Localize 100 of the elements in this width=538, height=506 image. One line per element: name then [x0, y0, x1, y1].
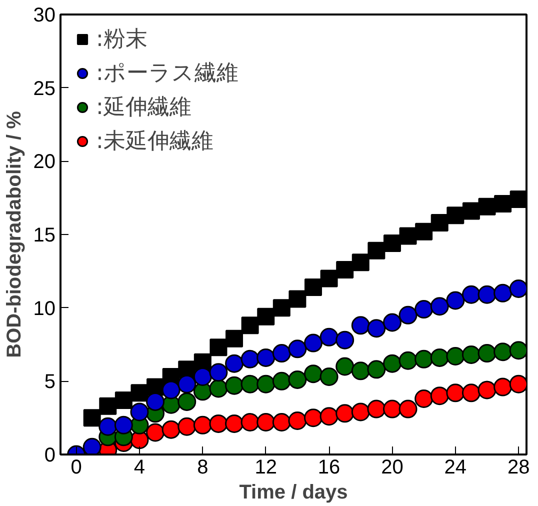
point	[83, 409, 101, 427]
point	[478, 285, 496, 304]
y-tick-label: 25	[33, 78, 56, 100]
point	[351, 402, 370, 422]
point	[146, 392, 165, 411]
point	[114, 416, 133, 434]
point	[414, 350, 434, 368]
point	[210, 338, 228, 356]
point	[193, 416, 212, 434]
point	[98, 417, 118, 436]
point	[256, 348, 276, 367]
point	[430, 297, 449, 316]
point	[272, 413, 291, 432]
point	[336, 260, 354, 278]
point	[398, 351, 418, 370]
point	[288, 412, 307, 430]
point	[430, 348, 449, 367]
y-tick-label: 5	[44, 371, 56, 394]
point	[209, 414, 228, 433]
y-tick-label: 20	[33, 151, 56, 174]
point	[478, 198, 496, 216]
x-tick-label: 28	[507, 456, 530, 478]
point	[178, 392, 196, 411]
point	[272, 372, 291, 390]
point	[304, 364, 322, 384]
point	[178, 417, 196, 436]
point	[320, 407, 338, 426]
point	[382, 313, 402, 332]
x-axis-title: Time / days	[239, 482, 348, 504]
point	[178, 374, 196, 394]
point	[240, 413, 260, 432]
point	[240, 350, 260, 368]
point	[130, 402, 149, 422]
point	[162, 420, 180, 439]
point	[510, 190, 526, 208]
point	[494, 342, 512, 362]
point	[414, 300, 434, 319]
point	[462, 285, 480, 304]
point	[304, 278, 322, 296]
point	[382, 354, 402, 373]
point	[226, 330, 244, 348]
point	[509, 341, 526, 360]
point	[446, 291, 465, 310]
point	[398, 400, 418, 418]
point	[478, 344, 496, 363]
point	[209, 363, 228, 382]
point	[288, 370, 307, 389]
point	[225, 414, 244, 433]
x-tick-label: 24	[444, 456, 467, 478]
point	[398, 306, 418, 324]
point	[272, 299, 290, 317]
point	[430, 214, 448, 232]
x-tick-label: 20	[381, 456, 404, 478]
point	[446, 384, 465, 402]
point	[225, 354, 244, 373]
y-tick-label: 15	[33, 224, 56, 246]
point	[146, 423, 165, 442]
point	[82, 438, 102, 454]
y-tick-label: 30	[33, 4, 56, 26]
point	[241, 316, 259, 334]
point	[509, 280, 526, 298]
point	[367, 319, 386, 338]
legend-label: :粉末	[96, 26, 148, 54]
point	[462, 202, 480, 220]
y-axis-title: BOD-biodegradabolity / %	[3, 110, 26, 358]
point	[257, 308, 275, 326]
x-tick-label: 4	[134, 456, 146, 478]
point	[336, 404, 354, 423]
x-tick-label: 12	[254, 456, 277, 478]
point	[430, 386, 449, 406]
point	[320, 368, 338, 386]
point	[351, 362, 370, 380]
point	[193, 368, 212, 386]
point	[130, 384, 148, 402]
x-tick-label: 8	[197, 456, 208, 478]
point	[462, 346, 480, 364]
legend-label: :未延伸繊維	[96, 128, 214, 156]
y-tick-label: 10	[33, 298, 56, 320]
point	[304, 334, 322, 352]
point	[352, 254, 370, 272]
point	[256, 374, 276, 394]
legend-label: :ポーラス繊維	[96, 60, 238, 88]
point	[462, 384, 480, 402]
point	[320, 270, 338, 288]
point	[414, 390, 434, 408]
point	[415, 222, 433, 240]
point	[399, 227, 417, 245]
point	[99, 397, 117, 415]
point	[256, 413, 276, 432]
point	[478, 380, 496, 400]
x-tick-label: 16	[318, 456, 340, 478]
point	[336, 330, 354, 350]
x-tick-label: 0	[70, 456, 82, 478]
point	[304, 408, 322, 428]
point	[288, 290, 306, 308]
point	[494, 378, 512, 396]
point	[368, 242, 386, 260]
point	[446, 206, 464, 224]
point	[494, 284, 512, 302]
legend-label: :延伸繊維	[96, 94, 192, 122]
